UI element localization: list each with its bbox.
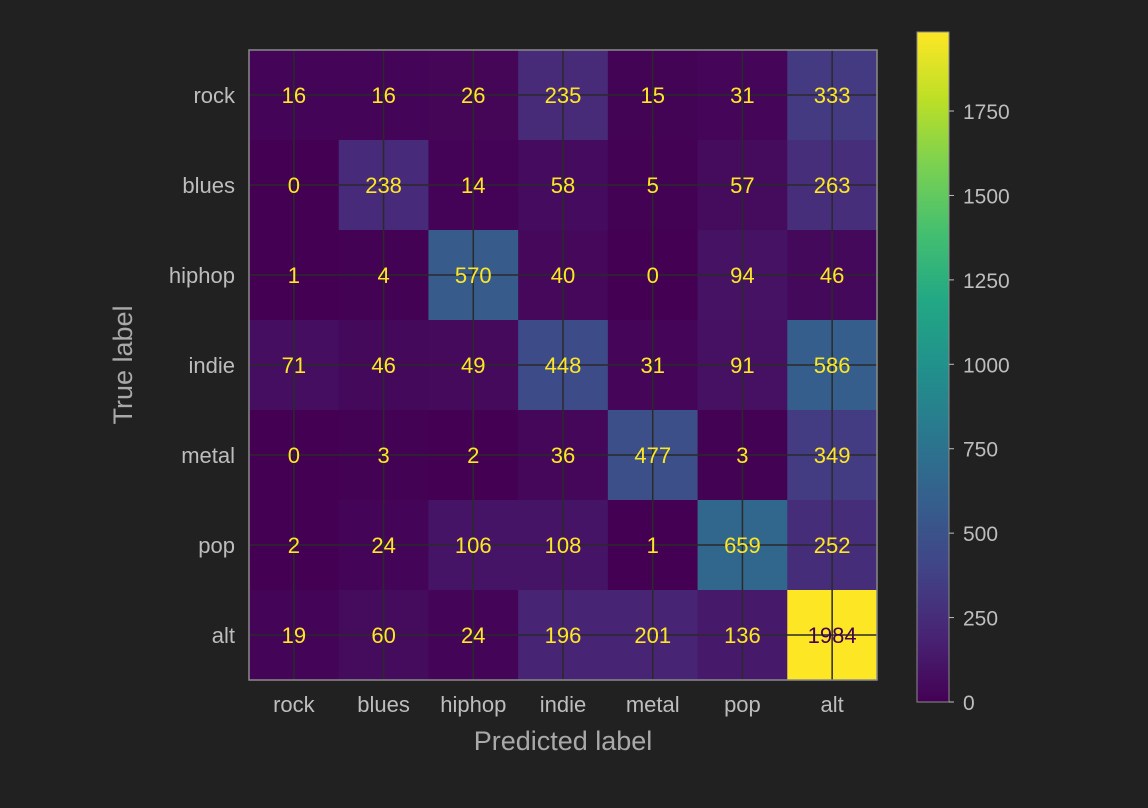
cell-value-label: 4 <box>377 263 389 288</box>
cell-value-label: 570 <box>455 263 492 288</box>
cell-value-label: 477 <box>634 443 671 468</box>
y-tick-label: hiphop <box>169 263 235 288</box>
cell-value-label: 5 <box>647 173 659 198</box>
colorbar-tick-labels: 0 250 500 750 1000 1250 1500 1750 <box>949 101 1010 715</box>
cell-value-label: 586 <box>814 353 851 378</box>
y-tick-labels: rock blues hiphop indie metal pop alt <box>169 83 236 648</box>
cell-value-label: 238 <box>365 173 402 198</box>
cell-value-label: 201 <box>634 623 671 648</box>
cell-value-label: 136 <box>724 623 761 648</box>
cell-value-label: 1 <box>288 263 300 288</box>
cell-value-label: 2 <box>288 533 300 558</box>
cell-value-label: 0 <box>288 443 300 468</box>
y-axis-label: True label <box>108 305 138 424</box>
colorbar-tick-label: 750 <box>963 439 998 462</box>
x-tick-label: alt <box>821 692 844 717</box>
cell-value-label: 71 <box>282 353 306 378</box>
cell-value-label: 24 <box>371 533 395 558</box>
cell-value-label: 94 <box>730 263 754 288</box>
cell-value-label: 46 <box>820 263 844 288</box>
cell-value-label: 0 <box>647 263 659 288</box>
cell-value-label: 196 <box>545 623 582 648</box>
cell-value-label: 16 <box>371 83 395 108</box>
x-tick-label: pop <box>724 692 761 717</box>
cell-value-label: 58 <box>551 173 575 198</box>
axes-frame <box>248 49 878 681</box>
cell-value-label: 1984 <box>808 623 857 648</box>
cell-value-label: 349 <box>814 443 851 468</box>
cell-value-label: 14 <box>461 173 485 198</box>
y-tick-label: metal <box>181 443 235 468</box>
x-tick-label: hiphop <box>440 692 506 717</box>
cell-value-label: 3 <box>736 443 748 468</box>
cell-value-label: 2 <box>467 443 479 468</box>
cell-value-label: 36 <box>551 443 575 468</box>
cell-value-label: 19 <box>282 623 306 648</box>
cell-value-label: 659 <box>724 533 761 558</box>
colorbar-tick-label: 1750 <box>963 101 1010 124</box>
y-tick-label: alt <box>212 623 235 648</box>
cell-value-label: 46 <box>371 353 395 378</box>
cell-value-label: 57 <box>730 173 754 198</box>
x-axis-label: Predicted label <box>474 726 653 756</box>
colorbar-tick-label: 1000 <box>963 354 1010 377</box>
x-tick-label: indie <box>540 692 586 717</box>
cell-value-label: 3 <box>377 443 389 468</box>
cell-value-label: 448 <box>545 353 582 378</box>
colorbar-tick-label: 250 <box>963 608 998 631</box>
y-tick-label: blues <box>182 173 235 198</box>
cell-value-label: 16 <box>282 83 306 108</box>
cell-value-label: 252 <box>814 533 851 558</box>
x-tick-label: rock <box>273 692 316 717</box>
cell-value-label: 24 <box>461 623 485 648</box>
cell-value-label: 91 <box>730 353 754 378</box>
y-tick-label: pop <box>198 533 235 558</box>
y-tick-label: rock <box>193 83 236 108</box>
cell-value-label: 333 <box>814 83 851 108</box>
cell-value-label: 15 <box>640 83 664 108</box>
colorbar-tick-label: 1500 <box>963 185 1010 208</box>
grid-lines <box>249 50 877 680</box>
cell-value-label: 31 <box>730 83 754 108</box>
cell-value-label: 49 <box>461 353 485 378</box>
x-tick-label: blues <box>357 692 410 717</box>
y-tick-label: indie <box>189 353 235 378</box>
cell-value-label: 235 <box>545 83 582 108</box>
cell-value-label: 31 <box>640 353 664 378</box>
x-tick-labels: rock blues hiphop indie metal pop alt <box>273 692 844 717</box>
cell-value-label: 60 <box>371 623 395 648</box>
cell-value-label: 108 <box>545 533 582 558</box>
colorbar-tick-label: 0 <box>963 692 975 715</box>
cell-value-label: 106 <box>455 533 492 558</box>
colorbar <box>916 31 950 703</box>
cell-value-label: 40 <box>551 263 575 288</box>
colorbar-tick-label: 500 <box>963 523 998 546</box>
cell-value-label: 1 <box>647 533 659 558</box>
x-tick-label: metal <box>626 692 680 717</box>
cell-value-label: 26 <box>461 83 485 108</box>
colorbar-tick-label: 1250 <box>963 270 1010 293</box>
cell-value-label: 0 <box>288 173 300 198</box>
cell-value-label: 263 <box>814 173 851 198</box>
